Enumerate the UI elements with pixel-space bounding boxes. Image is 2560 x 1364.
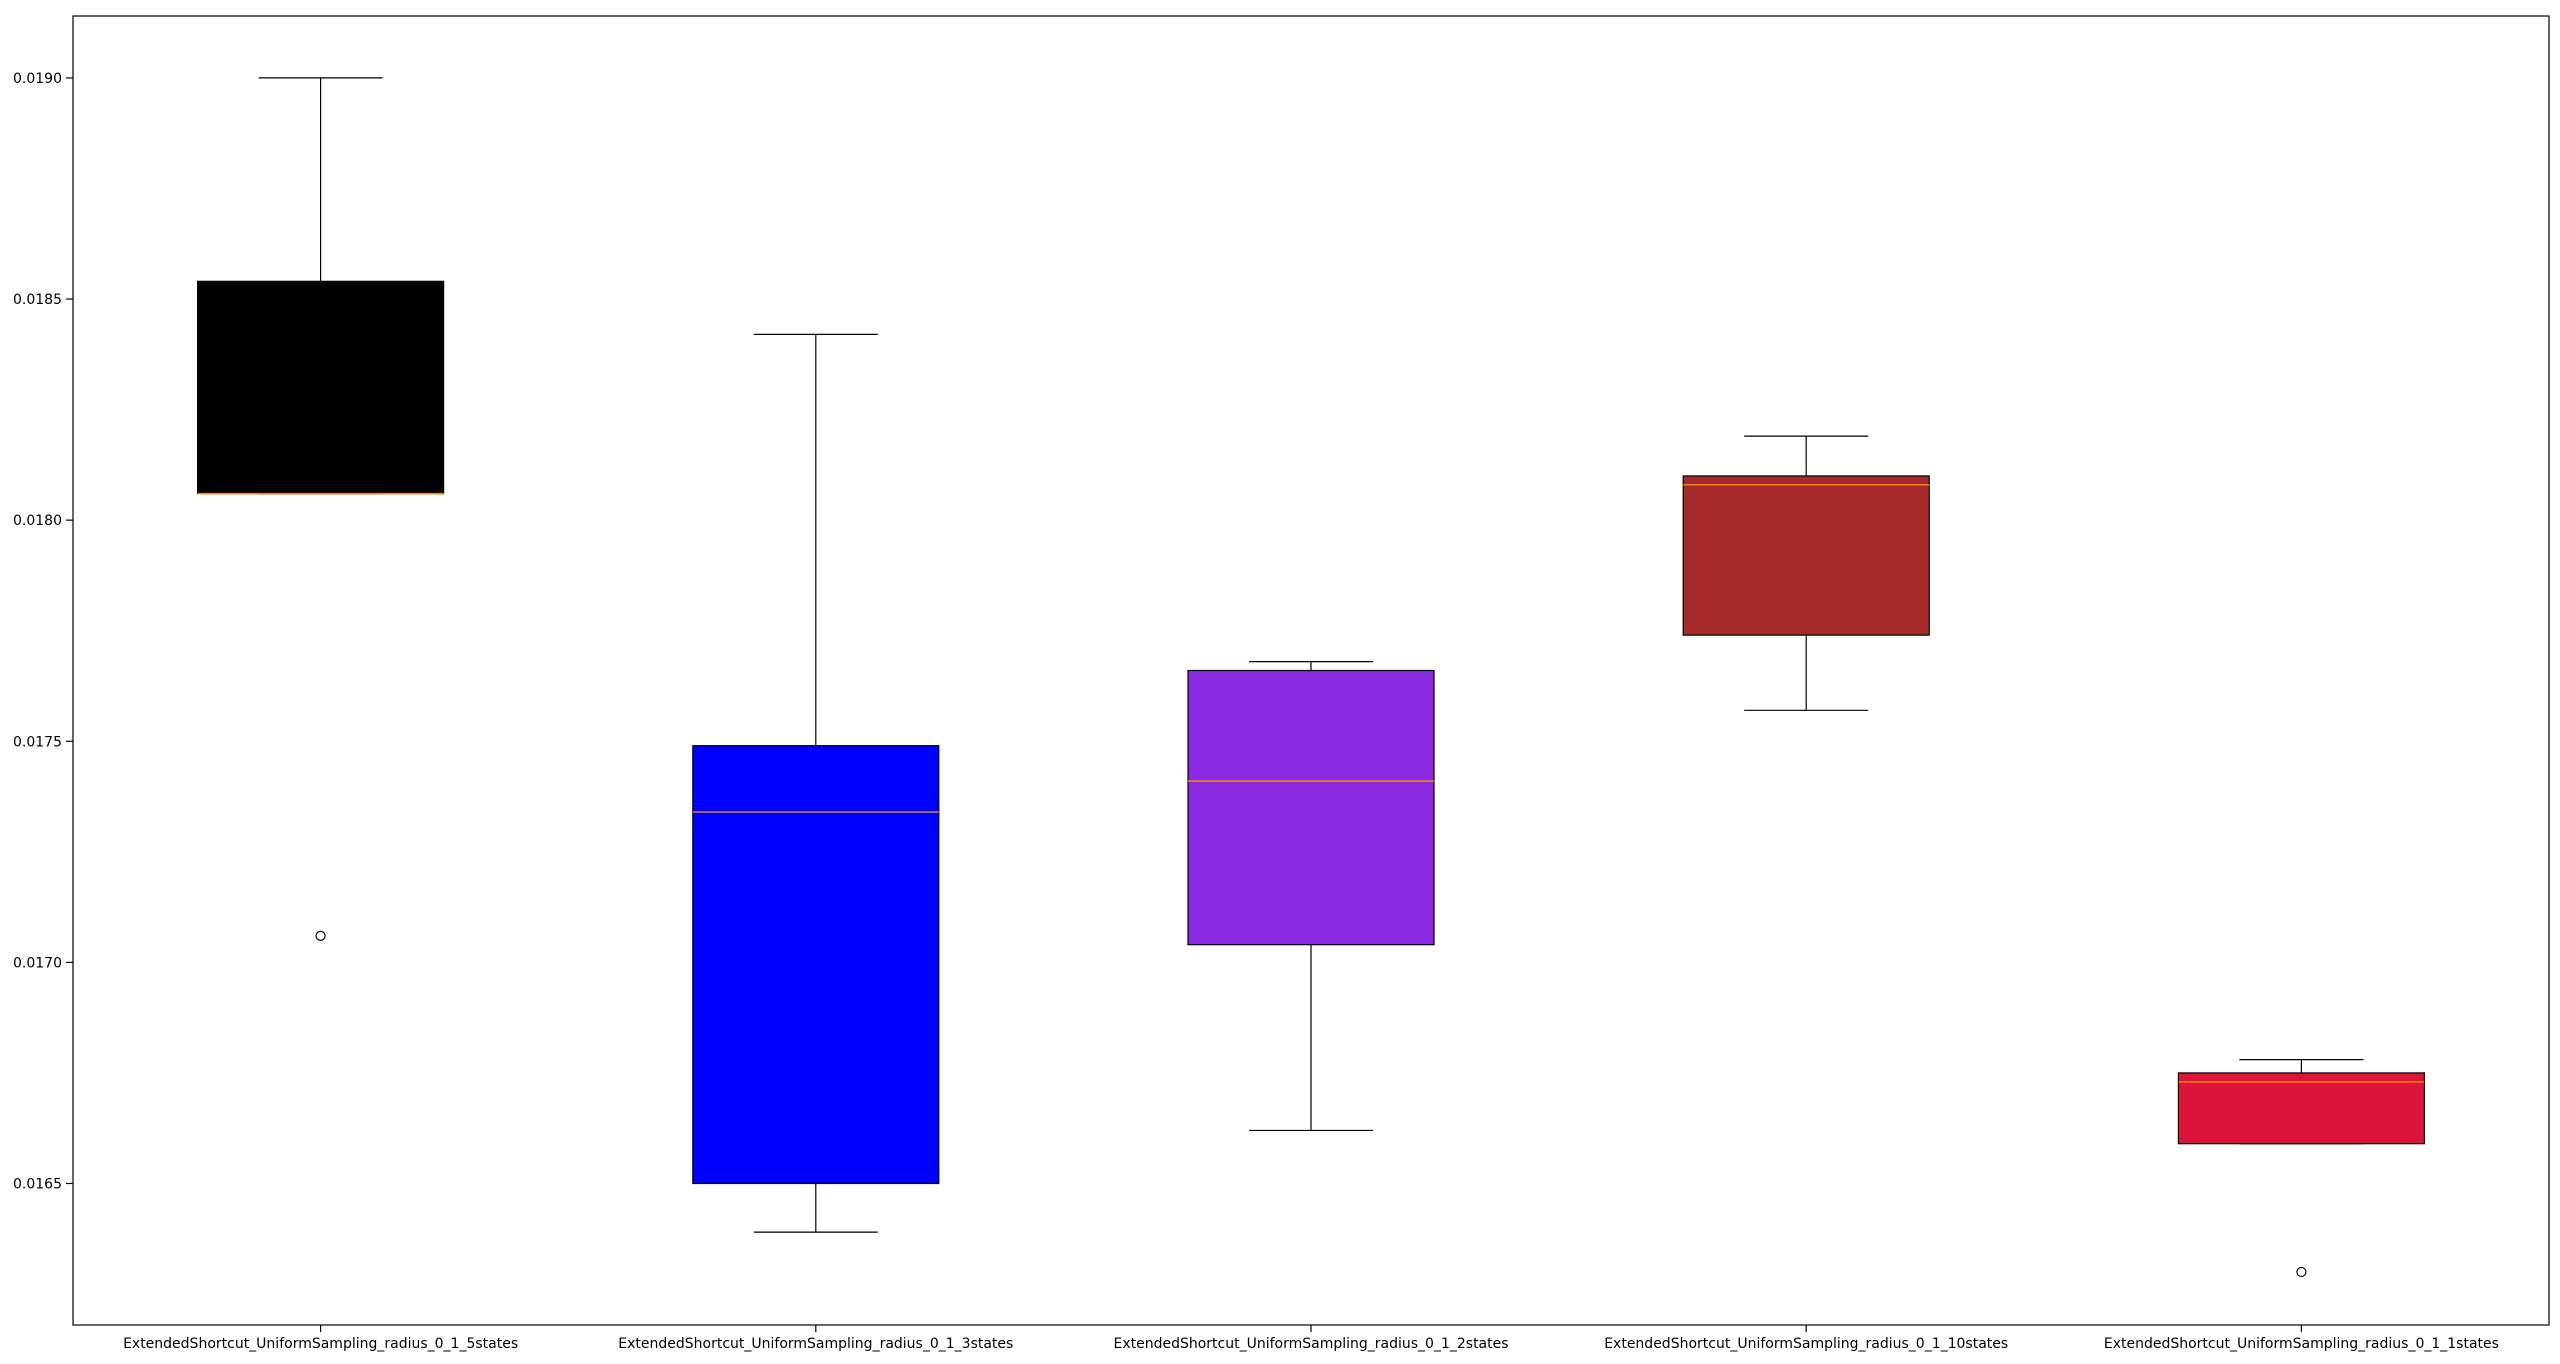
box-group [197, 77, 445, 941]
x-axis: ExtendedShortcut_UniformSampling_radius_… [123, 1325, 2499, 1352]
box-group [1682, 435, 1930, 711]
box-group [1187, 661, 1435, 1132]
x-tick-label: ExtendedShortcut_UniformSampling_radius_… [2104, 1336, 2499, 1352]
box-group [692, 333, 940, 1233]
box-iqr [1682, 475, 1930, 636]
box-iqr [1187, 669, 1435, 946]
y-axis: 0.0165 0.0170 0.0175 0.0180 0.0185 0.0190 [13, 71, 73, 1192]
y-tick-label: 0.0185 [13, 292, 62, 308]
x-tick-label: ExtendedShortcut_UniformSampling_radius_… [123, 1336, 518, 1352]
x-tick-label: ExtendedShortcut_UniformSampling_radius_… [1604, 1336, 2008, 1352]
x-tick-label: ExtendedShortcut_UniformSampling_radius_… [1113, 1336, 1508, 1352]
box-series [197, 77, 2425, 1278]
box-iqr [2177, 1072, 2425, 1145]
x-tick-label: ExtendedShortcut_UniformSampling_radius_… [618, 1336, 1013, 1352]
y-tick-label: 0.0165 [13, 1176, 62, 1192]
y-tick-label: 0.0190 [13, 71, 62, 87]
y-tick-label: 0.0180 [13, 513, 62, 529]
box-group [2177, 1059, 2425, 1278]
y-tick-label: 0.0175 [13, 734, 62, 750]
box-iqr [692, 745, 940, 1185]
outlier-point [2296, 1266, 2307, 1278]
y-tick-label: 0.0170 [13, 955, 62, 971]
box-iqr [197, 280, 445, 495]
outlier-point [315, 930, 326, 941]
